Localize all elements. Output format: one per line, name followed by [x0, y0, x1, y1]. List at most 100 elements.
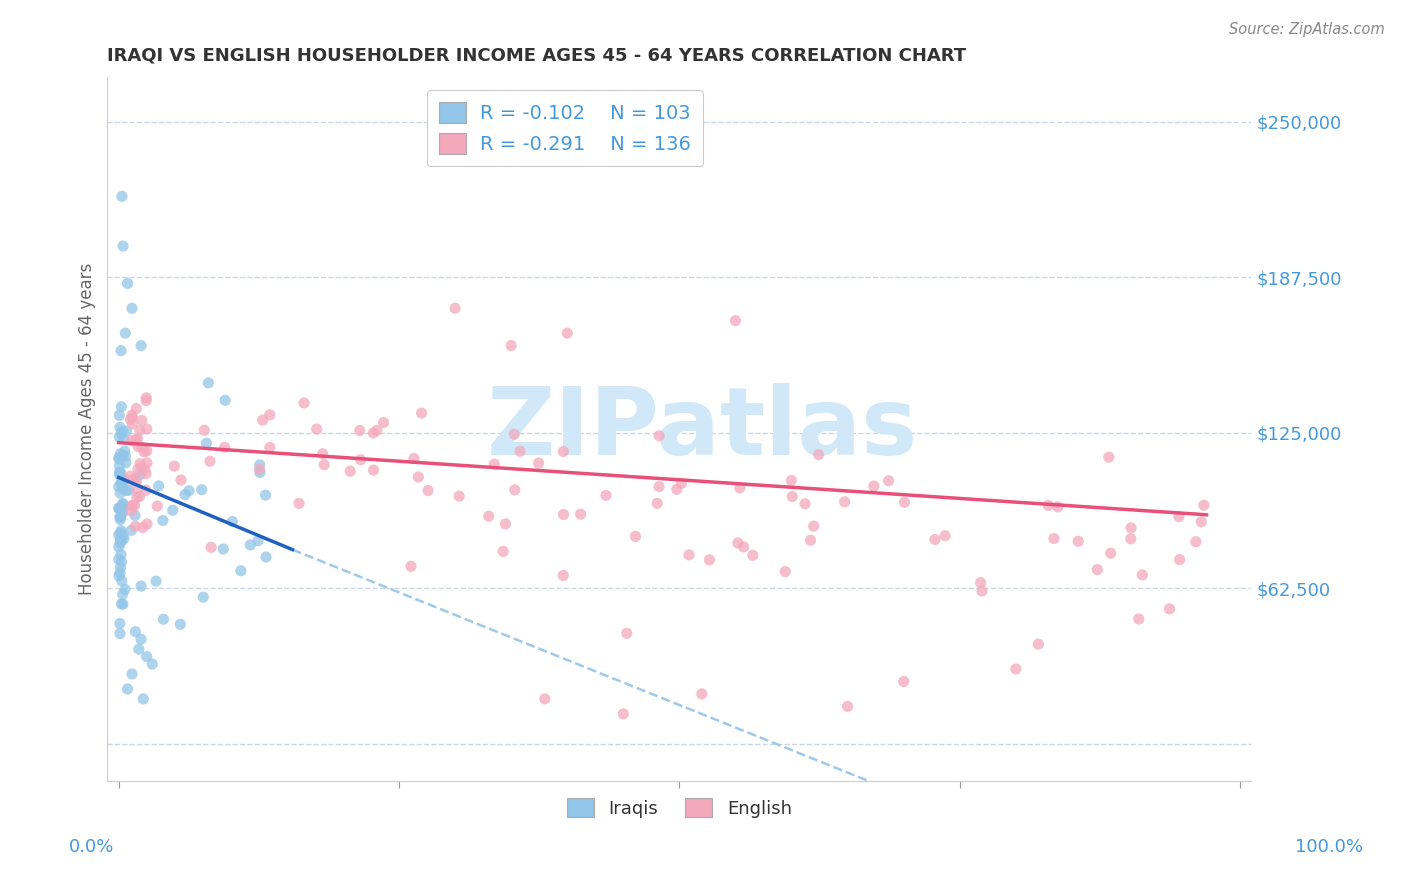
Point: [527, 456, 550, 470]
Point: [229, 564, 252, 578]
Point: [1026, 637, 1049, 651]
Point: [934, 529, 956, 543]
Point: [1038, 499, 1060, 513]
Point: [114, 582, 136, 597]
Point: [108, 509, 131, 524]
Point: [111, 587, 134, 601]
Point: [124, 472, 146, 486]
Point: [128, 642, 150, 657]
Point: [533, 692, 555, 706]
Point: [254, 549, 277, 564]
Point: [1119, 532, 1142, 546]
Point: [1119, 521, 1142, 535]
Point: [112, 483, 135, 497]
Point: [193, 423, 215, 437]
Point: [129, 579, 152, 593]
Point: [449, 489, 471, 503]
Point: [124, 499, 146, 513]
Point: [112, 474, 135, 488]
Point: [503, 427, 526, 442]
Point: [339, 464, 361, 478]
Point: [135, 393, 157, 408]
Point: [111, 497, 134, 511]
Point: [1128, 612, 1150, 626]
Point: [107, 480, 129, 494]
Point: [146, 499, 169, 513]
Point: [127, 440, 149, 454]
Point: [129, 457, 152, 471]
Point: [108, 430, 131, 444]
Point: [163, 459, 186, 474]
Point: [1067, 534, 1090, 549]
Point: [678, 548, 700, 562]
Point: [120, 524, 142, 538]
Point: [553, 444, 575, 458]
Point: [305, 422, 328, 436]
Point: [115, 456, 138, 470]
Point: [416, 483, 439, 498]
Point: [121, 499, 143, 513]
Point: [110, 466, 132, 480]
Point: [162, 503, 184, 517]
Point: [110, 447, 132, 461]
Point: [136, 456, 159, 470]
Point: [741, 549, 763, 563]
Point: [1098, 450, 1121, 465]
Point: [402, 451, 425, 466]
Point: [699, 553, 721, 567]
Point: [366, 424, 388, 438]
Point: [135, 444, 157, 458]
Point: [110, 533, 132, 548]
Point: [1043, 532, 1066, 546]
Point: [124, 519, 146, 533]
Text: ZIPatlas: ZIPatlas: [486, 383, 918, 475]
Text: Source: ZipAtlas.com: Source: ZipAtlas.com: [1229, 22, 1385, 37]
Point: [121, 667, 143, 681]
Point: [408, 470, 430, 484]
Point: [110, 524, 132, 538]
Point: [780, 474, 803, 488]
Point: [111, 597, 134, 611]
Point: [107, 528, 129, 542]
Point: [121, 301, 143, 316]
Text: 100.0%: 100.0%: [1295, 838, 1362, 855]
Point: [501, 338, 523, 352]
Point: [117, 277, 139, 291]
Point: [252, 413, 274, 427]
Point: [373, 416, 395, 430]
Point: [1099, 546, 1122, 560]
Point: [141, 657, 163, 671]
Point: [969, 575, 991, 590]
Point: [249, 462, 271, 476]
Point: [111, 189, 134, 203]
Point: [136, 516, 159, 531]
Point: [970, 583, 993, 598]
Point: [834, 495, 856, 509]
Point: [690, 687, 713, 701]
Point: [135, 649, 157, 664]
Point: [174, 488, 197, 502]
Point: [444, 301, 467, 316]
Point: [569, 507, 592, 521]
Point: [148, 479, 170, 493]
Point: [111, 449, 134, 463]
Point: [1085, 563, 1108, 577]
Point: [114, 444, 136, 458]
Point: [671, 476, 693, 491]
Point: [115, 483, 138, 498]
Point: [111, 500, 134, 514]
Point: [108, 626, 131, 640]
Point: [893, 674, 915, 689]
Point: [110, 343, 132, 358]
Point: [135, 483, 157, 498]
Point: [121, 499, 143, 513]
Point: [131, 441, 153, 455]
Point: [411, 406, 433, 420]
Point: [1046, 500, 1069, 514]
Point: [121, 408, 143, 422]
Point: [125, 401, 148, 416]
Point: [1185, 534, 1208, 549]
Point: [111, 528, 134, 542]
Point: [1192, 498, 1215, 512]
Point: [214, 441, 236, 455]
